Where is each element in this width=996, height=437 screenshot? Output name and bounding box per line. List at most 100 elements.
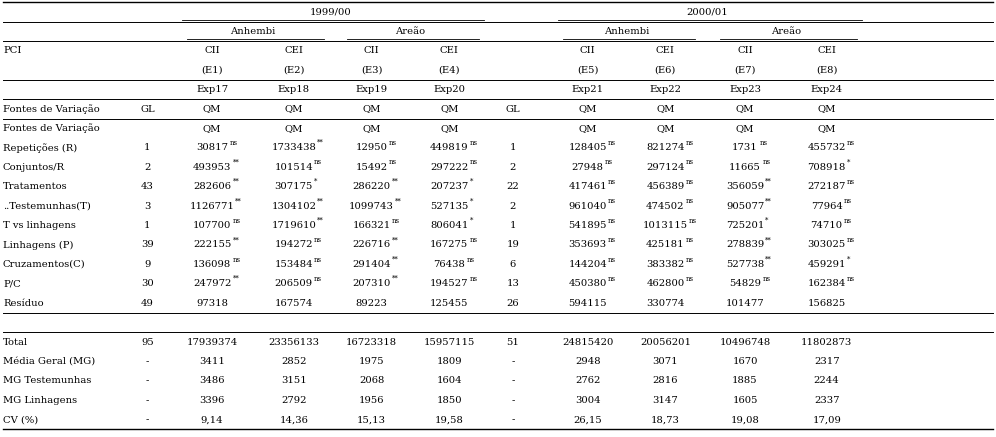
Text: Resíduo: Resíduo bbox=[3, 299, 44, 308]
Text: **: ** bbox=[317, 217, 324, 225]
Text: 12950: 12950 bbox=[356, 143, 387, 153]
Text: 1670: 1670 bbox=[732, 357, 758, 366]
Text: (E4): (E4) bbox=[438, 66, 460, 75]
Text: 1126771: 1126771 bbox=[189, 201, 235, 211]
Text: 11802873: 11802873 bbox=[801, 337, 853, 347]
Text: ns: ns bbox=[685, 159, 693, 166]
Text: GL: GL bbox=[506, 104, 520, 114]
Text: 9: 9 bbox=[144, 260, 150, 269]
Text: 1885: 1885 bbox=[732, 376, 758, 385]
Text: 101514: 101514 bbox=[275, 163, 313, 172]
Text: ns: ns bbox=[229, 139, 238, 147]
Text: ns: ns bbox=[760, 139, 768, 147]
Text: **: ** bbox=[765, 178, 772, 186]
Text: Anhembi: Anhembi bbox=[604, 27, 649, 36]
Text: 2337: 2337 bbox=[814, 396, 840, 405]
Text: 226716: 226716 bbox=[353, 240, 390, 250]
Text: 76438: 76438 bbox=[433, 260, 465, 269]
Text: Cruzamentos(C): Cruzamentos(C) bbox=[3, 260, 86, 269]
Text: (E5): (E5) bbox=[577, 66, 599, 75]
Text: **: ** bbox=[232, 236, 239, 244]
Text: 54829: 54829 bbox=[729, 279, 761, 288]
Text: (E6): (E6) bbox=[654, 66, 676, 75]
Text: 1975: 1975 bbox=[359, 357, 384, 366]
Text: GL: GL bbox=[140, 104, 154, 114]
Text: ns: ns bbox=[391, 217, 399, 225]
Text: 6: 6 bbox=[510, 260, 516, 269]
Text: ns: ns bbox=[232, 217, 240, 225]
Text: CEI: CEI bbox=[818, 46, 836, 55]
Text: 26: 26 bbox=[507, 299, 519, 308]
Text: 16723318: 16723318 bbox=[346, 337, 397, 347]
Text: 905077: 905077 bbox=[726, 201, 764, 211]
Text: 17939374: 17939374 bbox=[186, 337, 238, 347]
Text: 455732: 455732 bbox=[808, 143, 846, 153]
Text: 2792: 2792 bbox=[281, 396, 307, 405]
Text: ns: ns bbox=[847, 275, 855, 283]
Text: 95: 95 bbox=[141, 337, 153, 347]
Text: QM: QM bbox=[818, 124, 836, 133]
Text: 24815420: 24815420 bbox=[562, 337, 614, 347]
Text: QM: QM bbox=[579, 124, 597, 133]
Text: ns: ns bbox=[844, 217, 853, 225]
Text: 49: 49 bbox=[141, 299, 153, 308]
Text: QM: QM bbox=[203, 104, 221, 114]
Text: 3: 3 bbox=[144, 201, 150, 211]
Text: (E2): (E2) bbox=[283, 66, 305, 75]
Text: 330774: 330774 bbox=[646, 299, 684, 308]
Text: ns: ns bbox=[685, 178, 693, 186]
Text: (E8): (E8) bbox=[816, 66, 838, 75]
Text: 156825: 156825 bbox=[808, 299, 846, 308]
Text: QM: QM bbox=[440, 124, 458, 133]
Text: 1999/00: 1999/00 bbox=[310, 7, 352, 17]
Text: Total: Total bbox=[3, 337, 28, 347]
Text: 474502: 474502 bbox=[646, 201, 684, 211]
Text: -: - bbox=[511, 415, 515, 424]
Text: 3486: 3486 bbox=[199, 376, 225, 385]
Text: 3151: 3151 bbox=[281, 376, 307, 385]
Text: 541895: 541895 bbox=[569, 221, 607, 230]
Text: 167275: 167275 bbox=[430, 240, 468, 250]
Text: 383382: 383382 bbox=[646, 260, 684, 269]
Text: 1604: 1604 bbox=[436, 376, 462, 385]
Text: Areão: Areão bbox=[771, 27, 801, 36]
Text: -: - bbox=[145, 396, 149, 405]
Text: ns: ns bbox=[469, 159, 477, 166]
Text: ns: ns bbox=[685, 197, 693, 205]
Text: ns: ns bbox=[844, 197, 853, 205]
Text: **: ** bbox=[235, 197, 242, 205]
Text: 1733438: 1733438 bbox=[271, 143, 317, 153]
Text: 2: 2 bbox=[510, 163, 516, 172]
Text: 107700: 107700 bbox=[193, 221, 231, 230]
Text: T vs linhagens: T vs linhagens bbox=[3, 221, 76, 230]
Text: 19,08: 19,08 bbox=[731, 415, 759, 424]
Text: Anhembi: Anhembi bbox=[230, 27, 276, 36]
Text: 101477: 101477 bbox=[726, 299, 764, 308]
Text: *: * bbox=[765, 217, 769, 225]
Text: *: * bbox=[469, 197, 473, 205]
Text: *: * bbox=[469, 217, 473, 225]
Text: 278839: 278839 bbox=[726, 240, 764, 250]
Text: 297124: 297124 bbox=[646, 163, 684, 172]
Text: 3071: 3071 bbox=[652, 357, 678, 366]
Text: 2000/01: 2000/01 bbox=[686, 7, 728, 17]
Text: QM: QM bbox=[440, 104, 458, 114]
Text: ns: ns bbox=[606, 159, 614, 166]
Text: QM: QM bbox=[363, 104, 380, 114]
Text: ns: ns bbox=[685, 275, 693, 283]
Text: 15492: 15492 bbox=[356, 163, 387, 172]
Text: 3147: 3147 bbox=[652, 396, 678, 405]
Text: -: - bbox=[511, 396, 515, 405]
Text: 97318: 97318 bbox=[196, 299, 228, 308]
Text: ns: ns bbox=[608, 256, 616, 264]
Text: 297222: 297222 bbox=[430, 163, 468, 172]
Text: 456389: 456389 bbox=[646, 182, 684, 191]
Text: 708918: 708918 bbox=[808, 163, 846, 172]
Text: ns: ns bbox=[685, 236, 693, 244]
Text: **: ** bbox=[391, 275, 398, 283]
Text: PCI: PCI bbox=[3, 46, 21, 55]
Text: Exp17: Exp17 bbox=[196, 85, 228, 94]
Text: 449819: 449819 bbox=[430, 143, 468, 153]
Text: 291404: 291404 bbox=[353, 260, 390, 269]
Text: 194527: 194527 bbox=[430, 279, 468, 288]
